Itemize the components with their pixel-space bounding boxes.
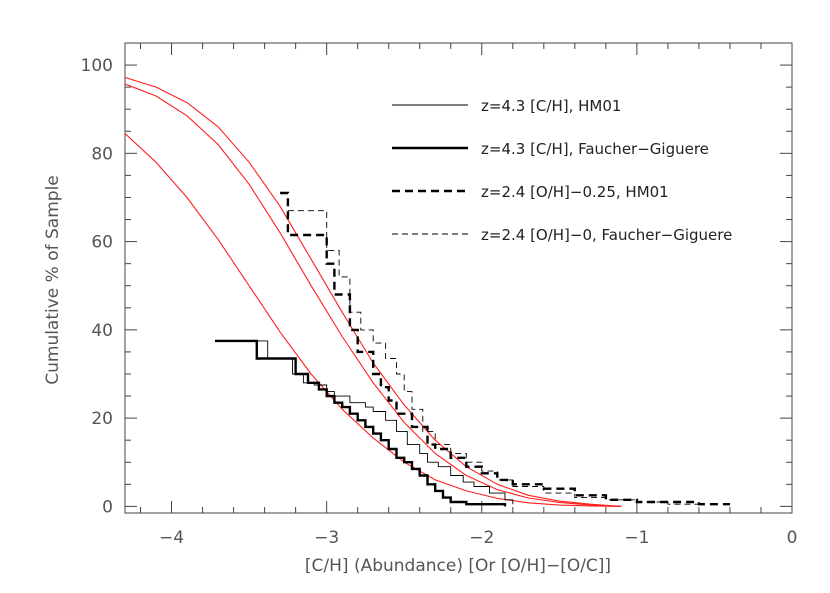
step-series-2 bbox=[215, 339, 507, 507]
step-series-3 bbox=[280, 191, 730, 506]
model-curve-3 bbox=[124, 133, 622, 507]
x-tick-label: −1 bbox=[624, 528, 649, 548]
y-tick-label: 20 bbox=[91, 409, 113, 429]
y-tick-label: 0 bbox=[102, 497, 113, 517]
model-curve-2 bbox=[124, 83, 622, 507]
x-tick-label: −2 bbox=[469, 528, 494, 548]
y-tick-label: 100 bbox=[81, 56, 113, 76]
y-tick-label: 60 bbox=[91, 233, 113, 253]
legend: z=4.3 [C/H], HM01 z=4.3 [C/H], Faucher−Gi… bbox=[392, 97, 732, 244]
axis-ticks bbox=[125, 43, 793, 513]
x-tick-label: 0 bbox=[787, 528, 798, 548]
legend-label-2: z=4.3 [C/H], Faucher−Giguere bbox=[481, 140, 709, 158]
step-series-4 bbox=[287, 210, 699, 505]
x-tick-labels: −4 −3 −2 −1 0 bbox=[159, 528, 797, 548]
legend-label-4: z=2.4 [O/H]−0, Faucher−Giguere bbox=[481, 226, 732, 244]
x-tick-label: −4 bbox=[159, 528, 184, 548]
x-axis-label: [C/H] (Abundance) [Or [O/H]−[O/C]] bbox=[305, 556, 611, 576]
y-axis-label: Cumulative % of Sample bbox=[43, 175, 63, 385]
plot-frame bbox=[124, 42, 793, 514]
y-tick-label: 80 bbox=[91, 144, 113, 164]
legend-label-3: z=2.4 [O/H]−0.25, HM01 bbox=[481, 183, 669, 201]
legend-label-1: z=4.3 [C/H], HM01 bbox=[481, 97, 621, 115]
y-tick-labels: 0 20 40 60 80 100 bbox=[81, 56, 113, 517]
y-tick-label: 40 bbox=[91, 321, 113, 341]
x-tick-label: −3 bbox=[314, 528, 339, 548]
step-series-1 bbox=[230, 340, 514, 505]
data-step-series bbox=[215, 191, 730, 507]
